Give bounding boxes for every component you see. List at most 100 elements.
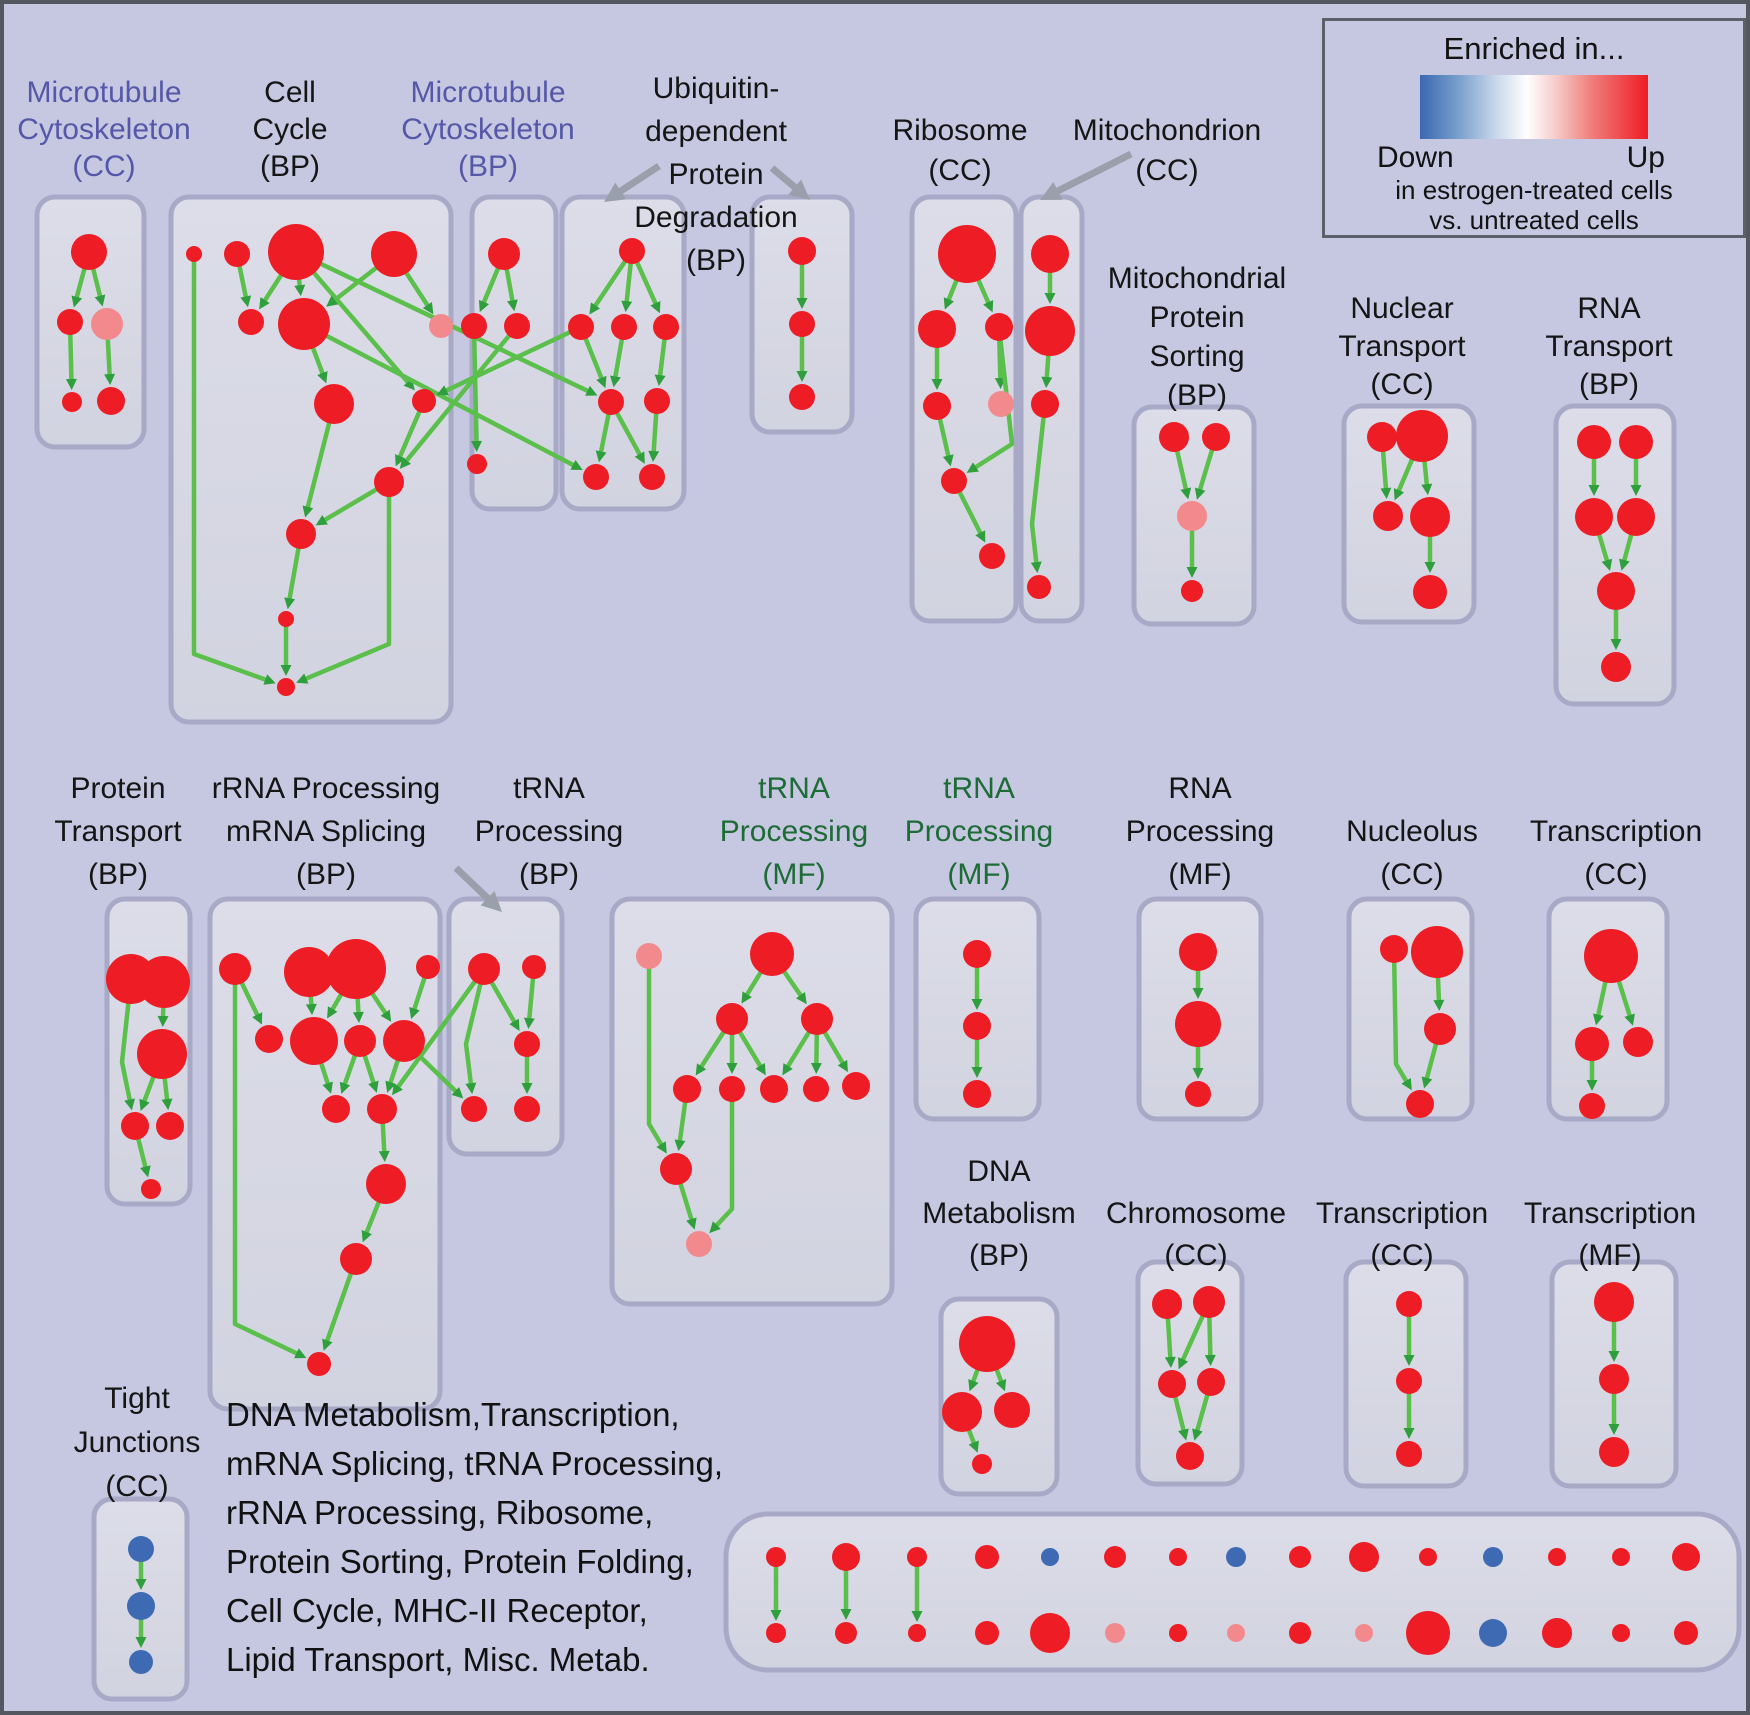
- edge-line: [1029, 403, 1048, 565]
- edge-arrowhead-icon: [506, 299, 518, 312]
- edge-arrowhead-icon: [1592, 1013, 1604, 1026]
- go-term-node-dna-metabolism-bp: [994, 1392, 1030, 1428]
- edge-line: [713, 1089, 735, 1229]
- go-term-node-transcription-cc-bot: [1396, 1291, 1422, 1317]
- go-term-node-rna-transport-bp: [1617, 498, 1655, 536]
- go-term-node-cell-cycle-bp: [371, 231, 417, 277]
- edge-arrowhead-icon: [305, 1003, 317, 1016]
- go-term-node-transcription-cc-mid: [1575, 1027, 1609, 1061]
- go-term-node-nucleolus-cc: [1411, 926, 1463, 978]
- go-term-node-transcription-cc-bot: [1396, 1441, 1422, 1467]
- go-term-node-misc-metabolism: [1479, 1619, 1507, 1647]
- go-term-node-ribosome-cc: [979, 543, 1005, 569]
- go-term-node-protein-transport-bp: [137, 1029, 187, 1079]
- go-term-node-misc-metabolism: [1227, 1624, 1245, 1642]
- go-term-node-nuclear-transport-cc: [1396, 410, 1448, 462]
- go-term-node-microtubule-cc: [91, 308, 123, 340]
- go-term-node-misc-metabolism: [1105, 1623, 1125, 1643]
- go-term-node-rrna-mrna-bp: [344, 1025, 376, 1057]
- cluster-label-rna-transport: RNA Transport (BP): [1545, 292, 1673, 401]
- edge-arrowhead-icon: [1433, 999, 1445, 1012]
- edge-arrowhead-icon: [810, 1062, 822, 1075]
- edge-arrowhead-icon: [1164, 1356, 1176, 1369]
- collapsed-categories-line: Cell Cycle, MHC-II Receptor,: [226, 1592, 648, 1629]
- edge-arrowhead-icon: [1030, 561, 1042, 574]
- legend-subtitle-1: in estrogen-treated cells: [1395, 175, 1673, 205]
- go-term-node-ubiquitin-bp-2: [788, 237, 816, 265]
- cluster-label-ribosome-cc: Ribosome (CC): [892, 114, 1027, 187]
- go-term-node-trna-bp: [468, 953, 500, 985]
- mitochondrion-arrow-head-icon: [1040, 182, 1063, 200]
- go-term-node-cell-cycle-bp: [278, 611, 294, 627]
- enrichment-legend: Enriched in... Down Up in estrogen-treat…: [1322, 18, 1746, 238]
- edge-arrowhead-icon: [1180, 487, 1192, 500]
- go-term-node-rrna-mrna-bp: [383, 1020, 425, 1062]
- edge-arrowhead-icon: [259, 297, 270, 310]
- go-term-node-trna-mf-1: [803, 1076, 829, 1102]
- legend-down-label: Down: [1377, 141, 1454, 174]
- edge-arrowhead-icon: [135, 1579, 147, 1590]
- go-term-node-mito-protein-sorting: [1202, 423, 1230, 451]
- go-term-node-rrna-mrna-bp: [367, 1094, 397, 1124]
- edge-arrowhead-icon: [610, 375, 621, 388]
- cluster-label-dna-metabolism-bp: DNA Metabolism (BP): [922, 1155, 1075, 1272]
- labels: Microtubule Cytoskeleton (CC) Cell Cycle (BP)…: [17, 72, 1702, 1503]
- go-term-node-microtubule-bp: [504, 313, 530, 339]
- cluster-box-rna-transport-bp: [1553, 403, 1677, 707]
- go-term-node-misc-metabolism: [1419, 1548, 1437, 1566]
- edge-arrowhead-icon: [240, 295, 252, 308]
- edge-arrowhead-icon: [465, 1082, 477, 1095]
- edge-arrowhead-icon: [656, 1141, 667, 1154]
- go-term-node-misc-metabolism: [1289, 1546, 1311, 1568]
- cluster-label-microtubule-cc: Microtubule Cytoskeleton (CC): [17, 76, 190, 183]
- edge-arrowhead-icon: [436, 385, 449, 396]
- edge-arrowhead-icon: [782, 1063, 793, 1076]
- edge-arrowhead-icon: [1588, 485, 1600, 496]
- go-term-node-tight-junctions-cc: [129, 1650, 153, 1674]
- go-term-node-misc-metabolism: [1041, 1548, 1059, 1566]
- go-term-node-ubiquitin-bp-1: [611, 314, 637, 340]
- edge-arrowhead-icon: [94, 294, 106, 307]
- legend-subtitle-2: vs. untreated cells: [1429, 205, 1639, 235]
- trna-bp-arrow-head-icon: [480, 890, 502, 912]
- go-term-node-ubiquitin-bp-2: [789, 311, 815, 337]
- cluster-label-tight-junctions-cc: Tight Junctions (CC): [74, 1382, 201, 1503]
- edge-arrowhead-icon: [322, 1081, 333, 1094]
- edge-arrowhead-icon: [931, 379, 943, 390]
- edge-arrowhead-icon: [395, 454, 406, 467]
- go-term-node-misc-metabolism: [1289, 1622, 1311, 1644]
- cluster-label-trna-mf-2: tRNA Processing (MF): [905, 772, 1053, 891]
- go-term-node-trna-bp: [514, 1096, 540, 1122]
- edge-line: [463, 968, 487, 1086]
- cluster-label-mitochondrion-cc: Mitochondrion (CC): [1073, 114, 1261, 187]
- edge-arrowhead-icon: [422, 302, 434, 315]
- edge-arrowhead-icon: [339, 1081, 351, 1094]
- go-term-node-rna-processing-mf: [1179, 933, 1217, 971]
- go-term-node-ubiquitin-bp-1: [568, 314, 594, 340]
- go-term-node-trna-mf-1: [760, 1075, 788, 1103]
- edge-arrowhead-icon: [368, 1080, 379, 1093]
- edge-arrowhead-icon: [1178, 1357, 1189, 1370]
- edge-arrowhead-icon: [654, 374, 666, 387]
- go-term-node-nucleolus-cc: [1406, 1090, 1434, 1118]
- go-term-node-misc-metabolism: [1548, 1548, 1566, 1566]
- go-term-node-mitochondrion-cc: [1027, 575, 1051, 599]
- go-term-node-ribosome-cc: [923, 392, 951, 420]
- edge-arrowhead-icon: [1044, 293, 1056, 304]
- edge-arrowhead-icon: [326, 295, 339, 307]
- go-term-node-trna-mf-2: [963, 1012, 991, 1040]
- go-term-node-trna-mf-1: [660, 1153, 692, 1185]
- go-term-node-nuclear-transport-cc: [1367, 422, 1397, 452]
- go-term-node-misc-metabolism: [975, 1621, 999, 1645]
- go-term-node-rrna-mrna-bp: [219, 953, 251, 985]
- edge-arrowhead-icon: [971, 999, 983, 1010]
- go-term-node-dna-metabolism-bp: [972, 1454, 992, 1474]
- go-term-node-ubiquitin-bp-1: [639, 464, 665, 490]
- edge-arrowhead-icon: [1601, 558, 1613, 571]
- go-term-node-rrna-mrna-bp: [340, 1243, 372, 1275]
- edge-arrowhead-icon: [1403, 1428, 1415, 1439]
- go-term-node-rrna-mrna-bp: [416, 955, 440, 979]
- collapsed-categories-line: Lipid Transport, Misc. Metab.: [226, 1641, 650, 1678]
- go-term-node-transcription-cc-bot: [1396, 1368, 1422, 1394]
- edge-line: [119, 978, 134, 1102]
